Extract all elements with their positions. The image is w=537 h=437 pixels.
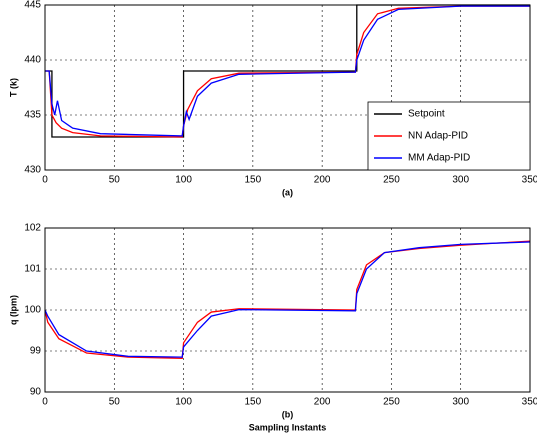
series-line [45,5,530,138]
x-tick-label: 0 [42,397,48,408]
plot-frame [44,227,531,393]
legend-label: NN Adap-PID [408,131,468,142]
y-tick-label: 445 [24,0,41,11]
x-axis-label: Sampling Instants [249,422,327,432]
x-tick-label: 100 [175,175,192,186]
x-tick-label: 50 [109,175,121,186]
y-tick-label: 99 [30,346,42,357]
y-tick-label: 440 [24,55,41,66]
x-tick-label: 350 [522,175,537,186]
y-axis-label: q (lpm) [8,295,18,325]
x-tick-label: 150 [245,397,262,408]
x-tick-label: 250 [383,175,400,186]
x-tick-label: 250 [383,397,400,408]
y-axis-label: T (k) [8,78,18,97]
series-line [45,4,530,138]
y-tick-label: 435 [24,110,41,121]
series-line [45,5,530,137]
caption: (a) [282,187,293,197]
x-tick-label: 200 [314,397,331,408]
x-tick-label: 150 [245,175,262,186]
caption: (b) [282,409,294,419]
y-tick-label: 101 [24,264,41,275]
y-tick-label: 102 [24,223,41,234]
x-tick-label: 200 [314,175,331,186]
x-tick-label: 0 [42,175,48,186]
y-tick-label: 90 [30,387,42,398]
y-tick-label: 430 [24,165,41,176]
y-tick-label: 100 [24,305,41,316]
x-tick-label: 100 [175,397,192,408]
legend-label: MM Adap-PID [408,153,470,164]
series-line [44,241,531,358]
x-tick-label: 50 [109,397,121,408]
x-tick-label: 350 [522,397,537,408]
x-tick-label: 300 [452,397,469,408]
plot-frame [44,4,531,171]
x-tick-label: 300 [452,175,469,186]
legend-label: Setpoint [408,109,445,120]
